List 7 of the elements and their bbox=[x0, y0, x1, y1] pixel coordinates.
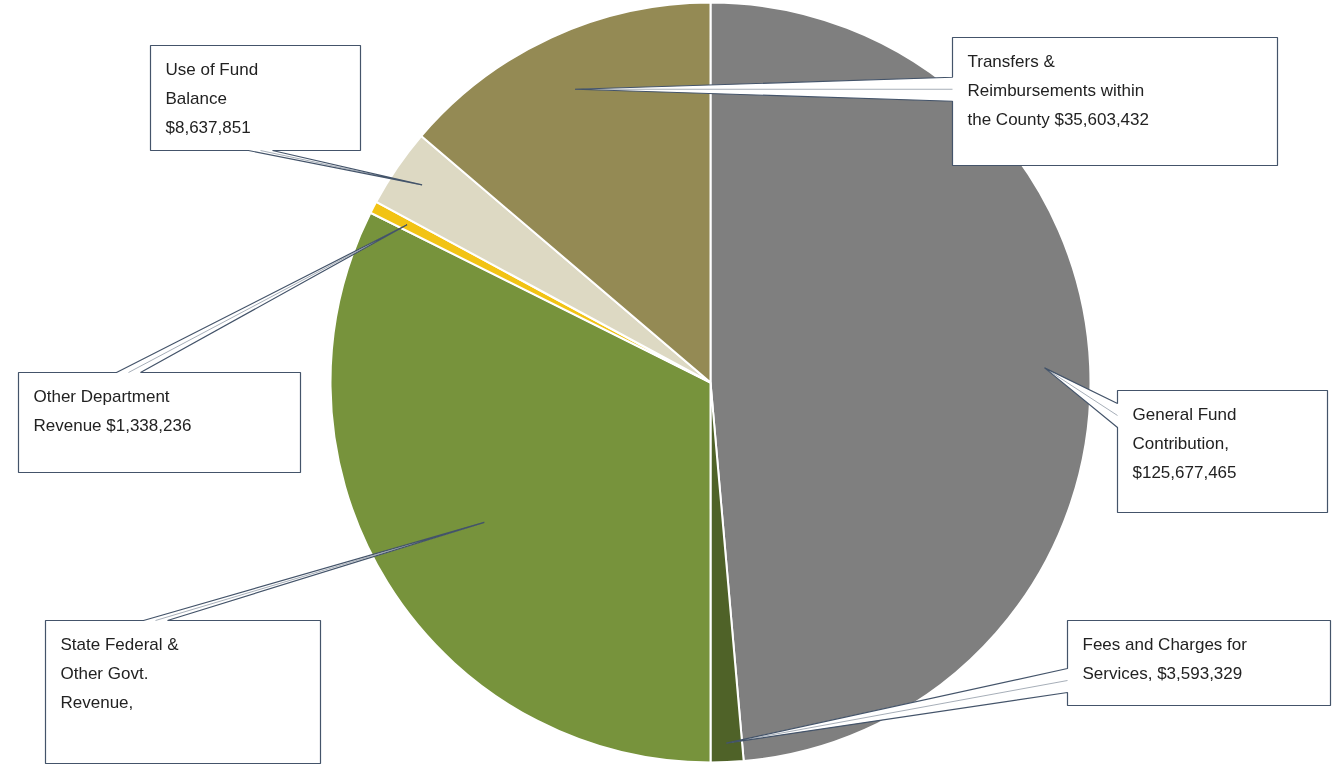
slice-label: General Fund Contribution, $125,677,465 bbox=[1132, 404, 1237, 482]
slice-label: State Federal & Other Govt. Revenue, bbox=[60, 634, 180, 712]
slice-label: Other Department Revenue $1,338,236 bbox=[33, 386, 192, 435]
slice-label: Fees and Charges for Services, $3,593,329 bbox=[1082, 634, 1248, 683]
slice-label: Use of Fund Balance bbox=[165, 59, 259, 108]
slice-label: Transfers & Reimbursements within the County $35,603,432 bbox=[967, 51, 1149, 129]
data-label: $8,637,851 bbox=[165, 117, 251, 137]
